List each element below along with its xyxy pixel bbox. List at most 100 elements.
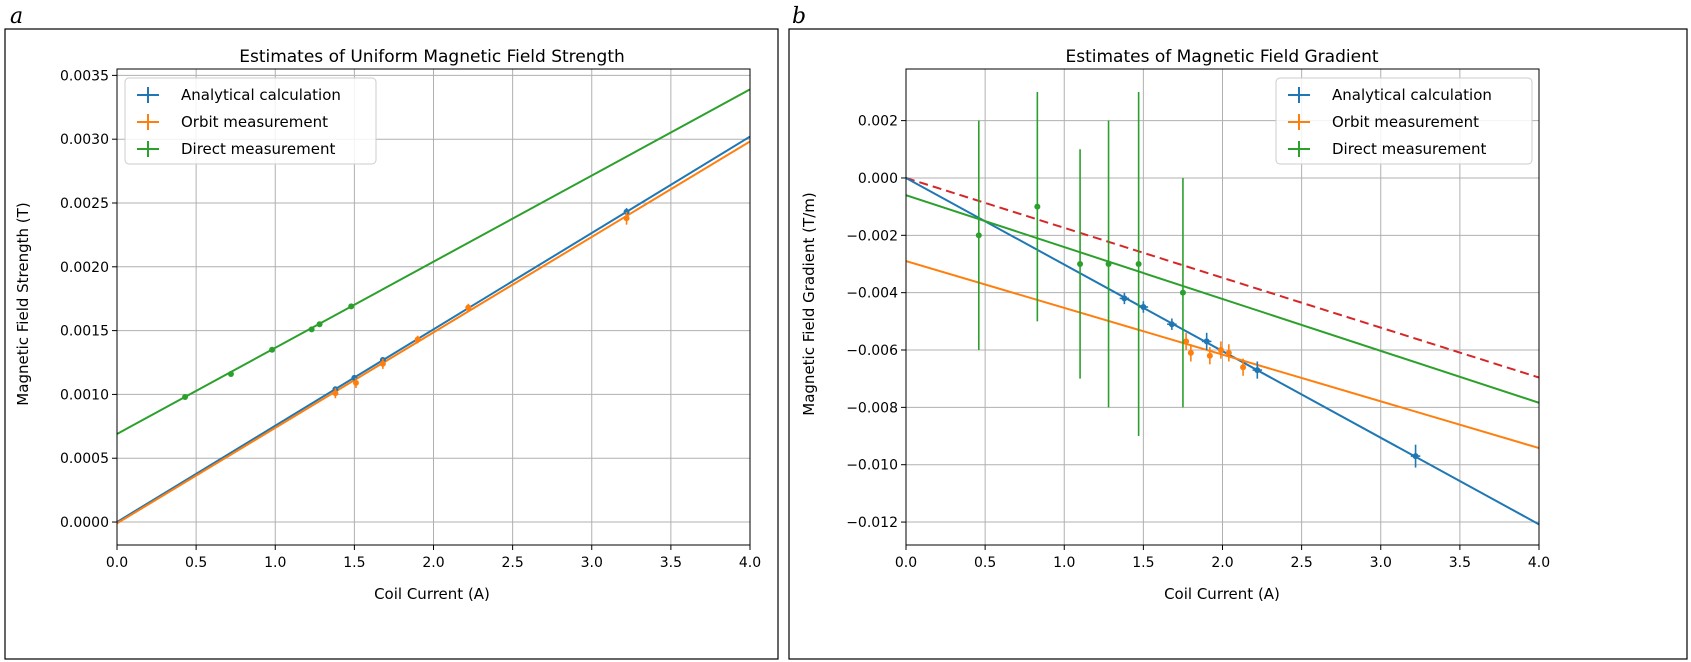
panel-a-axes-frame — [116, 68, 751, 546]
panel-b-point-orbit-measurement — [1240, 358, 1247, 376]
panel-b-point-direct-measurement — [1135, 91, 1142, 437]
panel-b-marker — [1412, 453, 1419, 460]
panel-a-marker — [332, 390, 339, 397]
panel-a-point-orbit-measurement — [465, 303, 472, 312]
panel-a-legend-entry: Orbit measurement — [137, 113, 328, 131]
panel-b-marker — [1179, 289, 1186, 296]
panel-a-marker — [465, 304, 472, 311]
panel-b: b Estimates of Magnetic Field Gradient C… — [788, 4, 1688, 660]
panel-a-ytick-label: 0.0035 — [60, 68, 109, 84]
panel-b-marker — [1187, 349, 1194, 356]
panel-a-legend-label: Direct measurement — [181, 140, 335, 158]
panel-b-marker — [1203, 338, 1210, 345]
panel-b-data-layer — [906, 91, 1539, 526]
panel-a-point-direct-measurement — [316, 321, 323, 328]
panel-b-point-orbit-measurement — [1187, 344, 1194, 362]
panel-b-point-orbit-measurement — [1206, 347, 1213, 365]
panel-b-point-direct-measurement — [975, 120, 982, 351]
panel-a-letter: a — [10, 4, 23, 29]
panel-a-marker — [623, 215, 630, 222]
panel-a-point-orbit-measurement — [623, 211, 630, 225]
panel-b-legend-entry: Direct measurement — [1288, 140, 1486, 158]
panel-b-marker — [1217, 347, 1224, 354]
panel-b-marker — [1077, 260, 1084, 267]
panel-a-marker — [308, 326, 315, 333]
panel-a-legend-label: Analytical calculation — [181, 86, 341, 104]
panel-b-point-orbit-measurement — [1217, 341, 1224, 359]
panel-a-xtick-label: 2.0 — [422, 555, 444, 571]
panel-b-letter: b — [792, 4, 806, 29]
panel-a-xtick-label: 0.0 — [106, 555, 128, 571]
panel-a-point-orbit-measurement — [414, 335, 421, 344]
panel-b-ytick-label: −0.008 — [846, 400, 898, 416]
panel-b-frame — [788, 28, 1688, 660]
panel-a-ytick-label: 0.0025 — [60, 196, 109, 212]
panel-b-plot-area: 0.0 0.5 1.0 1.5 2.0 2.5 3.0 3.5 4.0 −0.012 −0.010 −… — [846, 68, 1550, 571]
panel-b-ytick-label: −0.004 — [846, 286, 898, 302]
panel-b-marker — [1034, 203, 1041, 210]
panel-a-marker — [348, 303, 355, 310]
panel-a-xtick-label: 1.5 — [343, 555, 365, 571]
panel-a-title: Estimates of Uniform Magnetic Field Stre… — [239, 47, 625, 67]
panel-a-xtick-label: 0.5 — [185, 555, 207, 571]
panel-b-point-analytical-calculation — [1201, 332, 1212, 351]
panel-b-ytick-label: −0.006 — [846, 343, 898, 359]
panel-a-fit-line-orbit-measurement — [117, 140, 750, 525]
panel-a-point-orbit-measurement — [332, 388, 339, 399]
panel-a-point-direct-measurement — [227, 370, 234, 377]
panel-b-ytick-label: −0.010 — [846, 458, 898, 474]
panel-a-ytick-label: 0.0010 — [60, 387, 109, 403]
panel-b-point-direct-measurement — [1105, 120, 1112, 408]
panel-b-xtick-label: 0.5 — [974, 555, 996, 571]
panel-a-ticks: 0.0 0.5 1.0 1.5 2.0 2.5 3.0 3.5 4.0 0.0000 0.0005 0… — [60, 68, 761, 571]
panel-b-ytick-label: −0.012 — [846, 515, 898, 531]
panel-a: a Estimates of Uniform Magnetic Field St… — [4, 4, 779, 660]
panel-b-marker — [975, 232, 982, 239]
panel-b-reference-line — [906, 177, 1539, 379]
panel-b-xtick-label: 1.0 — [1053, 555, 1075, 571]
panel-a-legend-box — [124, 77, 377, 165]
panel-b-legend-entry: Orbit measurement — [1288, 113, 1479, 131]
panel-b-marker — [1135, 260, 1142, 267]
panel-b-legend-label: Direct measurement — [1332, 140, 1486, 158]
panel-b-marker — [1225, 349, 1232, 356]
panel-b-xtick-label: 3.0 — [1370, 555, 1392, 571]
panel-b-marker — [1206, 352, 1213, 359]
panel-a-frame — [4, 28, 779, 660]
panel-b-point-analytical-calculation — [1138, 301, 1149, 313]
panel-a-marker — [414, 336, 421, 343]
panel-b-point-direct-measurement — [1034, 91, 1041, 322]
panel-b-xtick-label: 1.5 — [1132, 555, 1154, 571]
panel-a-legend-entry: Analytical calculation — [137, 86, 341, 104]
panel-a-legend-entry: Direct measurement — [137, 140, 335, 158]
panel-a-xtick-label: 3.0 — [581, 555, 603, 571]
panel-b-ticks: 0.0 0.5 1.0 1.5 2.0 2.5 3.0 3.5 4.0 −0.012 −0.010 −… — [846, 114, 1550, 571]
panel-b-ytick-label: 0.002 — [858, 114, 898, 130]
panel-b-marker — [1183, 338, 1190, 345]
panel-b-point-analytical-calculation — [1167, 318, 1177, 330]
panel-a-marker — [182, 393, 189, 400]
panel-b-marker — [1254, 367, 1261, 374]
panel-a-point-orbit-measurement — [352, 377, 359, 389]
panel-b-ytick-label: 0.000 — [858, 171, 898, 187]
panel-a-xtick-label: 1.0 — [264, 555, 286, 571]
panel-a-ytick-label: 0.0030 — [60, 132, 109, 148]
panel-b-legend-box — [1275, 77, 1533, 165]
panel-a-marker — [269, 346, 276, 353]
panel-a-marker — [352, 379, 359, 386]
panel-a-fit-line-direct-measurement — [117, 88, 750, 435]
panel-a-ytick-label: 0.0000 — [60, 515, 109, 531]
panel-b-axes-frame — [905, 68, 1540, 546]
panel-b-marker — [1240, 364, 1247, 371]
panel-a-xtick-label: 2.5 — [501, 555, 523, 571]
panel-b-marker — [1168, 321, 1175, 328]
panel-a-xtick-label: 4.0 — [739, 555, 761, 571]
panel-b-marker — [1140, 304, 1147, 310]
panel-b-xlabel: Coil Current (A) — [1164, 585, 1280, 603]
panel-b-point-orbit-measurement — [1183, 332, 1190, 351]
panel-a-data-layer — [117, 88, 750, 525]
panel-a-legend-label: Orbit measurement — [181, 113, 328, 131]
panel-a-fit-line-analytical-calculation — [117, 135, 750, 523]
panel-a-legend: Analytical calculation Orbit measurement D… — [124, 77, 377, 165]
panel-b-ylabel: Magnetic Field Gradient (T/m) — [800, 192, 818, 415]
